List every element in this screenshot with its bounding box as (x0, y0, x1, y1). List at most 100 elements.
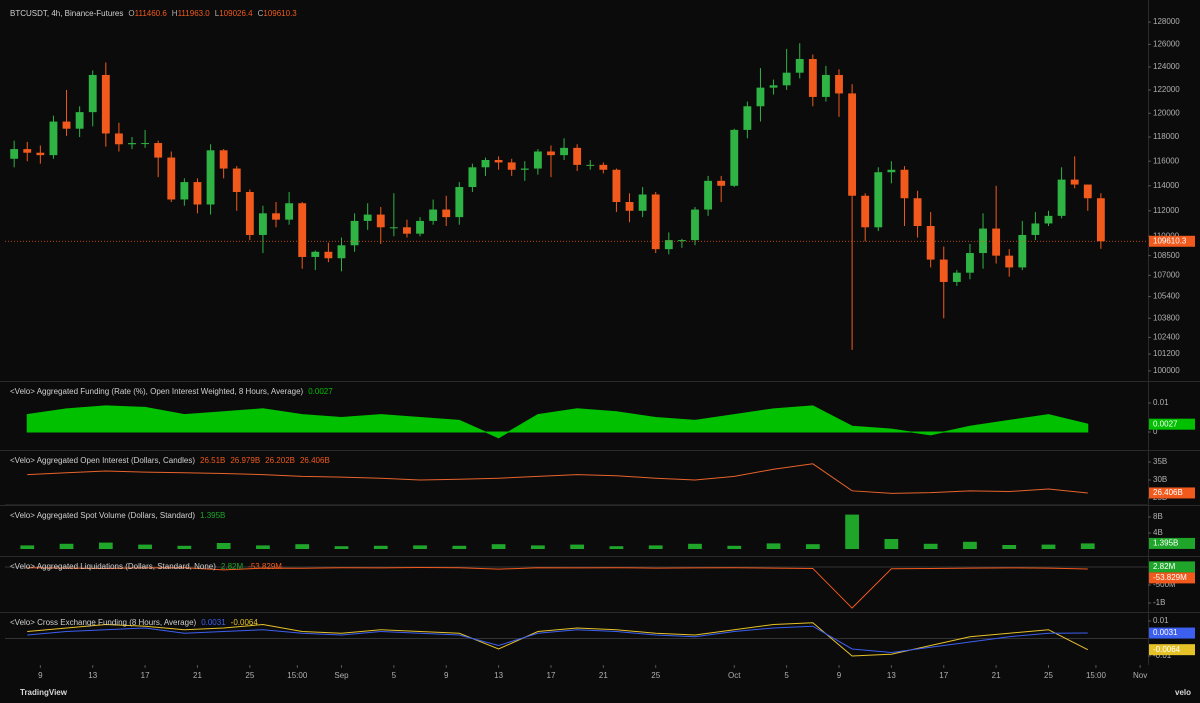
candle-body (1083, 184, 1092, 199)
readout-value: 2.82M (221, 562, 244, 571)
volume-bar (491, 544, 506, 549)
y-tick-label: -500M (1153, 580, 1176, 589)
candle-body (416, 220, 424, 234)
candle-body (167, 157, 176, 200)
volume-bar (373, 545, 388, 549)
volume-bar (766, 543, 781, 549)
candle-body (455, 187, 464, 218)
readout-value: 26.51B (200, 456, 225, 465)
candle-body (62, 121, 71, 129)
candle-body (350, 220, 359, 246)
volume-bar (1080, 543, 1095, 549)
candle-body (730, 129, 739, 186)
title-text: <Velo> Cross Exchange Funding (8 Hours, … (10, 618, 197, 627)
volume-bar (963, 541, 977, 549)
readout-value: 0.0031 (201, 618, 226, 627)
candle-body (887, 169, 896, 173)
candle-body (376, 214, 385, 228)
candle-body (10, 149, 19, 159)
y-tick-label: 128000 (1153, 17, 1180, 26)
candle-body (664, 240, 673, 250)
series-line (27, 625, 1088, 653)
title-text: <Velo> Aggregated Funding (Rate (%), Ope… (10, 387, 304, 396)
axis-value-box (1149, 644, 1195, 656)
axis-value-box (1149, 572, 1195, 584)
volume-bar (295, 544, 310, 549)
candle-body (769, 85, 778, 88)
axis-value-label: 0.0031 (1153, 628, 1178, 637)
axis-value-label: 26.406B (1153, 488, 1183, 497)
candle-body (599, 164, 608, 170)
volume-bar (805, 544, 820, 549)
volume-bar (923, 543, 938, 549)
axis-value-box (1149, 537, 1195, 549)
y-tick-label: 107000 (1153, 270, 1180, 279)
y-tick-label: 30B (1153, 475, 1167, 484)
y-tick-label: 102400 (1153, 333, 1180, 342)
y-tick-label: 124000 (1153, 62, 1180, 71)
y-tick-label: 105400 (1153, 292, 1180, 301)
candle-body (1018, 234, 1027, 268)
candle-body (547, 151, 555, 156)
readout-key: L (215, 9, 220, 18)
volume-bar (413, 545, 427, 549)
candle-body (638, 194, 647, 211)
candle-body (939, 259, 948, 282)
last-price-label: 109610.3 (1153, 236, 1187, 245)
candle-body (363, 214, 372, 221)
candle-body (704, 180, 713, 210)
y-tick-label: 8B (1153, 512, 1163, 521)
x-tick-label: 15:00 (1086, 671, 1107, 680)
y-tick-label: 108500 (1153, 251, 1180, 260)
candle-body (193, 182, 202, 205)
x-tick-label: 21 (193, 671, 202, 680)
panel-title: <Velo> Aggregated Open Interest (Dollars… (10, 456, 330, 465)
candle-body (298, 203, 307, 257)
funding-area (26, 405, 1089, 439)
volume-bar (59, 543, 74, 549)
axis-value-label: 1.395B (1153, 539, 1178, 548)
candle-body (861, 195, 870, 228)
candle-body (507, 162, 516, 170)
x-tick-label: 13 (494, 671, 503, 680)
axis-value-box (1149, 418, 1195, 430)
x-tick-label: 9 (837, 671, 842, 680)
candle-body (1031, 223, 1040, 235)
candle-body (926, 226, 935, 260)
readout-value: 0.0027 (308, 387, 333, 396)
candle-body (743, 106, 752, 130)
y-tick-label: 0.01 (1153, 616, 1169, 625)
readout-value: 111460.6 (135, 9, 168, 18)
candle-body (442, 209, 451, 218)
candle-body (691, 209, 699, 241)
volume-bar (452, 545, 467, 549)
y-tick-label: -0.01 (1153, 651, 1172, 660)
x-tick-label: 21 (599, 671, 608, 680)
title-text: <Velo> Aggregated Liquidations (Dollars,… (10, 562, 216, 571)
y-tick-label: -1B (1153, 598, 1165, 607)
candle-body (154, 143, 163, 158)
candle-body (992, 228, 1001, 256)
candle-body (49, 121, 58, 156)
volume-bar (1041, 544, 1056, 549)
candle-body (36, 152, 45, 156)
x-tick-label: 5 (392, 671, 397, 680)
volume-bar (884, 539, 899, 549)
volume-bar (216, 543, 231, 549)
candle-body (1057, 179, 1066, 216)
candle-body (966, 253, 974, 273)
y-tick-label: 112000 (1153, 206, 1180, 215)
x-tick-label: 15:00 (287, 671, 308, 680)
readout-value: -53.829M (248, 562, 282, 571)
axis-value-box (1149, 627, 1195, 639)
candle-body (573, 147, 582, 165)
candle-body (848, 93, 857, 196)
volume-bar (727, 545, 742, 549)
candle-body (979, 228, 987, 254)
x-tick-label: Sep (334, 671, 349, 680)
candle-body (337, 245, 346, 259)
axis-value-label: -0.0064 (1153, 645, 1181, 654)
candle-body (75, 112, 84, 129)
